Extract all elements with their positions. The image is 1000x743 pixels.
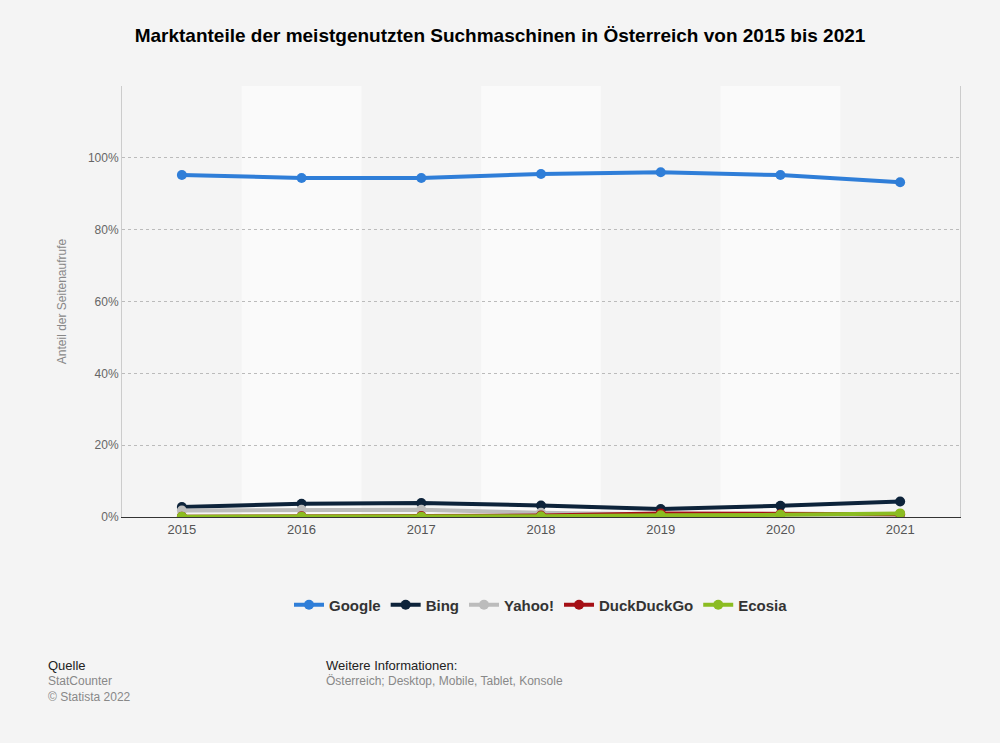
svg-text:2018: 2018: [527, 522, 556, 537]
svg-text:0%: 0%: [101, 510, 119, 524]
svg-text:100%: 100%: [88, 151, 119, 165]
svg-text:40%: 40%: [95, 367, 119, 381]
svg-text:Marktanteile der meistgenutzte: Marktanteile der meistgenutzten Suchmasc…: [135, 25, 866, 46]
svg-text:© Statista 2022: © Statista 2022: [48, 690, 131, 704]
svg-text:60%: 60%: [95, 295, 119, 309]
svg-text:DuckDuckGo: DuckDuckGo: [599, 597, 693, 614]
svg-text:2021: 2021: [886, 522, 915, 537]
svg-text:2020: 2020: [766, 522, 795, 537]
svg-text:2019: 2019: [646, 522, 675, 537]
svg-text:2017: 2017: [407, 522, 436, 537]
svg-text:2015: 2015: [167, 522, 196, 537]
svg-text:20%: 20%: [95, 438, 119, 452]
svg-text:Ecosia: Ecosia: [738, 597, 787, 614]
svg-text:Yahoo!: Yahoo!: [504, 597, 554, 614]
svg-text:Weitere Informationen:: Weitere Informationen:: [326, 658, 457, 673]
svg-text:Google: Google: [329, 597, 381, 614]
svg-text:2016: 2016: [287, 522, 316, 537]
svg-text:Österreich; Desktop, Mobile, T: Österreich; Desktop, Mobile, Tablet, Kon…: [326, 674, 563, 688]
svg-text:80%: 80%: [95, 223, 119, 237]
svg-text:Quelle: Quelle: [48, 658, 86, 673]
svg-text:Bing: Bing: [426, 597, 459, 614]
svg-text:Anteil der Seitenaufrufe: Anteil der Seitenaufrufe: [55, 238, 69, 364]
svg-text:StatCounter: StatCounter: [48, 674, 112, 688]
